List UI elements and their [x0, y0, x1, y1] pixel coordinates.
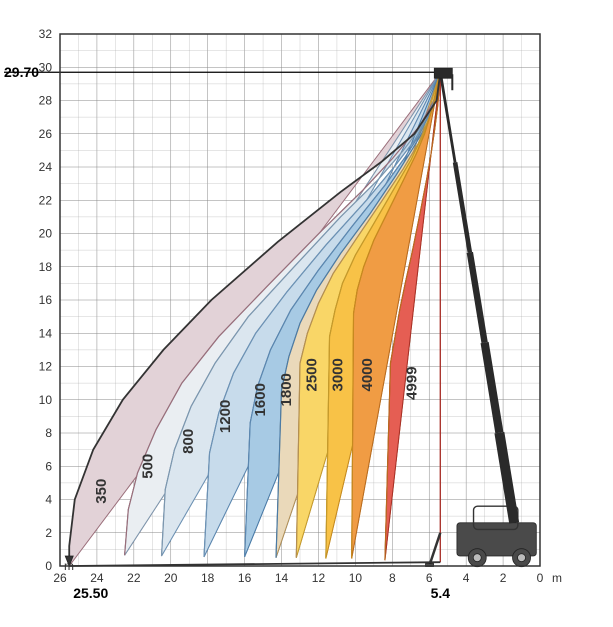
x-tick-22: 22 [127, 571, 141, 585]
y-tick-8: 8 [45, 426, 52, 440]
y-tick-18: 18 [39, 260, 53, 274]
y-tick-14: 14 [39, 326, 53, 340]
x-tick-2: 2 [500, 571, 507, 585]
zone-label-3000: 3000 [329, 358, 346, 391]
y-tick-10: 10 [39, 393, 53, 407]
y-tick-2: 2 [45, 526, 52, 540]
zone-label-4999: 4999 [403, 366, 420, 399]
x-unit-label: m [552, 571, 562, 585]
y-tick-24: 24 [39, 160, 53, 174]
y-tick-26: 26 [39, 127, 53, 141]
x-tick-4: 4 [463, 571, 470, 585]
y-tick-12: 12 [39, 360, 53, 374]
chart-svg: 3505008001200160018002500300040004999024… [0, 0, 613, 627]
y-tick-16: 16 [39, 293, 53, 307]
y-tick-22: 22 [39, 193, 53, 207]
x-tick-8: 8 [389, 571, 396, 585]
zone-label-500: 500 [139, 454, 156, 479]
zone-label-4000: 4000 [359, 358, 376, 391]
zone-label-800: 800 [180, 429, 197, 454]
y-tick-6: 6 [45, 459, 52, 473]
x-tick-18: 18 [201, 571, 215, 585]
x-tick-16: 16 [238, 571, 252, 585]
zone-label-1600: 1600 [252, 383, 269, 416]
x-tick-24: 24 [90, 571, 104, 585]
x-tick-10: 10 [349, 571, 363, 585]
y-tick-20: 20 [39, 227, 53, 241]
x-tick-14: 14 [275, 571, 289, 585]
x-tick-26: 26 [53, 571, 67, 585]
secondary-x-label: 5.4 [431, 585, 451, 601]
y-tick-4: 4 [45, 493, 52, 507]
y-tick-28: 28 [39, 94, 53, 108]
x-tick-12: 12 [312, 571, 326, 585]
zone-label-1800: 1800 [278, 373, 295, 406]
x-tick-20: 20 [164, 571, 178, 585]
x-tick-0: 0 [537, 571, 544, 585]
y-tick-30: 30 [39, 60, 53, 74]
max-reach-label: 25.50 [73, 585, 108, 601]
zone-label-2500: 2500 [304, 358, 321, 391]
y-tick-0: 0 [45, 559, 52, 573]
load-chart: 3505008001200160018002500300040004999024… [0, 0, 613, 627]
max-height-label: 29.70 [4, 64, 39, 80]
x-tick-6: 6 [426, 571, 433, 585]
zone-label-350: 350 [93, 479, 110, 504]
zone-label-1200: 1200 [217, 400, 234, 433]
y-tick-32: 32 [39, 27, 53, 41]
